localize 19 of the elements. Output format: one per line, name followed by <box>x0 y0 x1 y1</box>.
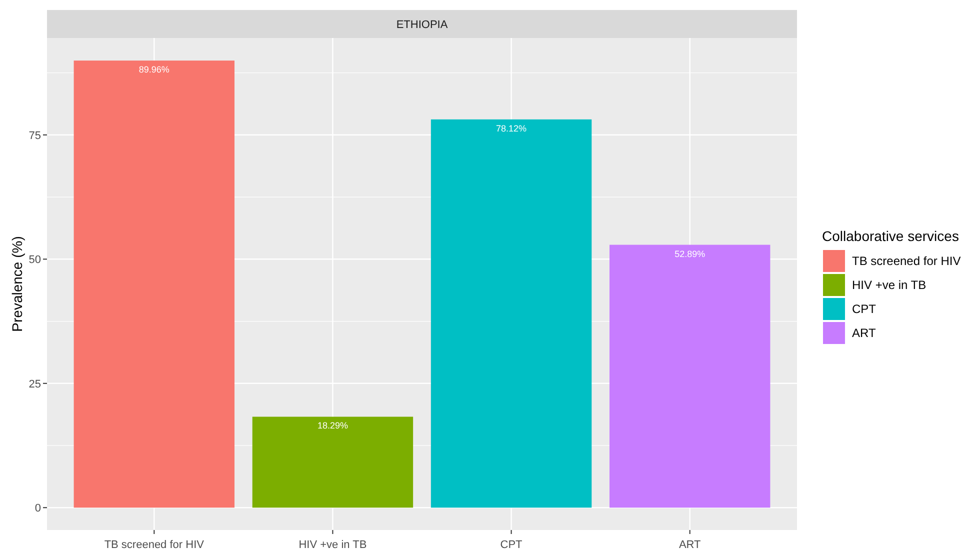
data-label: 18.29% <box>317 420 348 431</box>
x-tick-label: ART <box>678 539 702 551</box>
x-tick-label: HIV +ve in TB <box>298 539 367 551</box>
y-tick-label: 25 <box>28 378 41 390</box>
data-label: 89.96% <box>138 64 170 75</box>
legend-title: Collaborative services <box>822 228 959 244</box>
legend-label: TB screened for HIV <box>852 254 961 268</box>
x-tick-label: CPT <box>500 539 523 551</box>
y-tick-label: 50 <box>28 254 41 266</box>
y-axis-title: Prevalence (%) <box>9 236 25 332</box>
legend-label: CPT <box>852 302 877 316</box>
x-tick-label: TB screened for HIV <box>104 539 205 551</box>
legend-label: ART <box>852 326 876 340</box>
data-label: 52.89% <box>674 248 706 259</box>
y-tick-label: 0 <box>34 502 41 515</box>
y-tick-label: 75 <box>28 130 41 142</box>
chart-title: ETHIOPIA <box>396 19 448 31</box>
legend-label: HIV +ve in TB <box>852 278 926 292</box>
data-label: 78.12% <box>496 123 527 134</box>
